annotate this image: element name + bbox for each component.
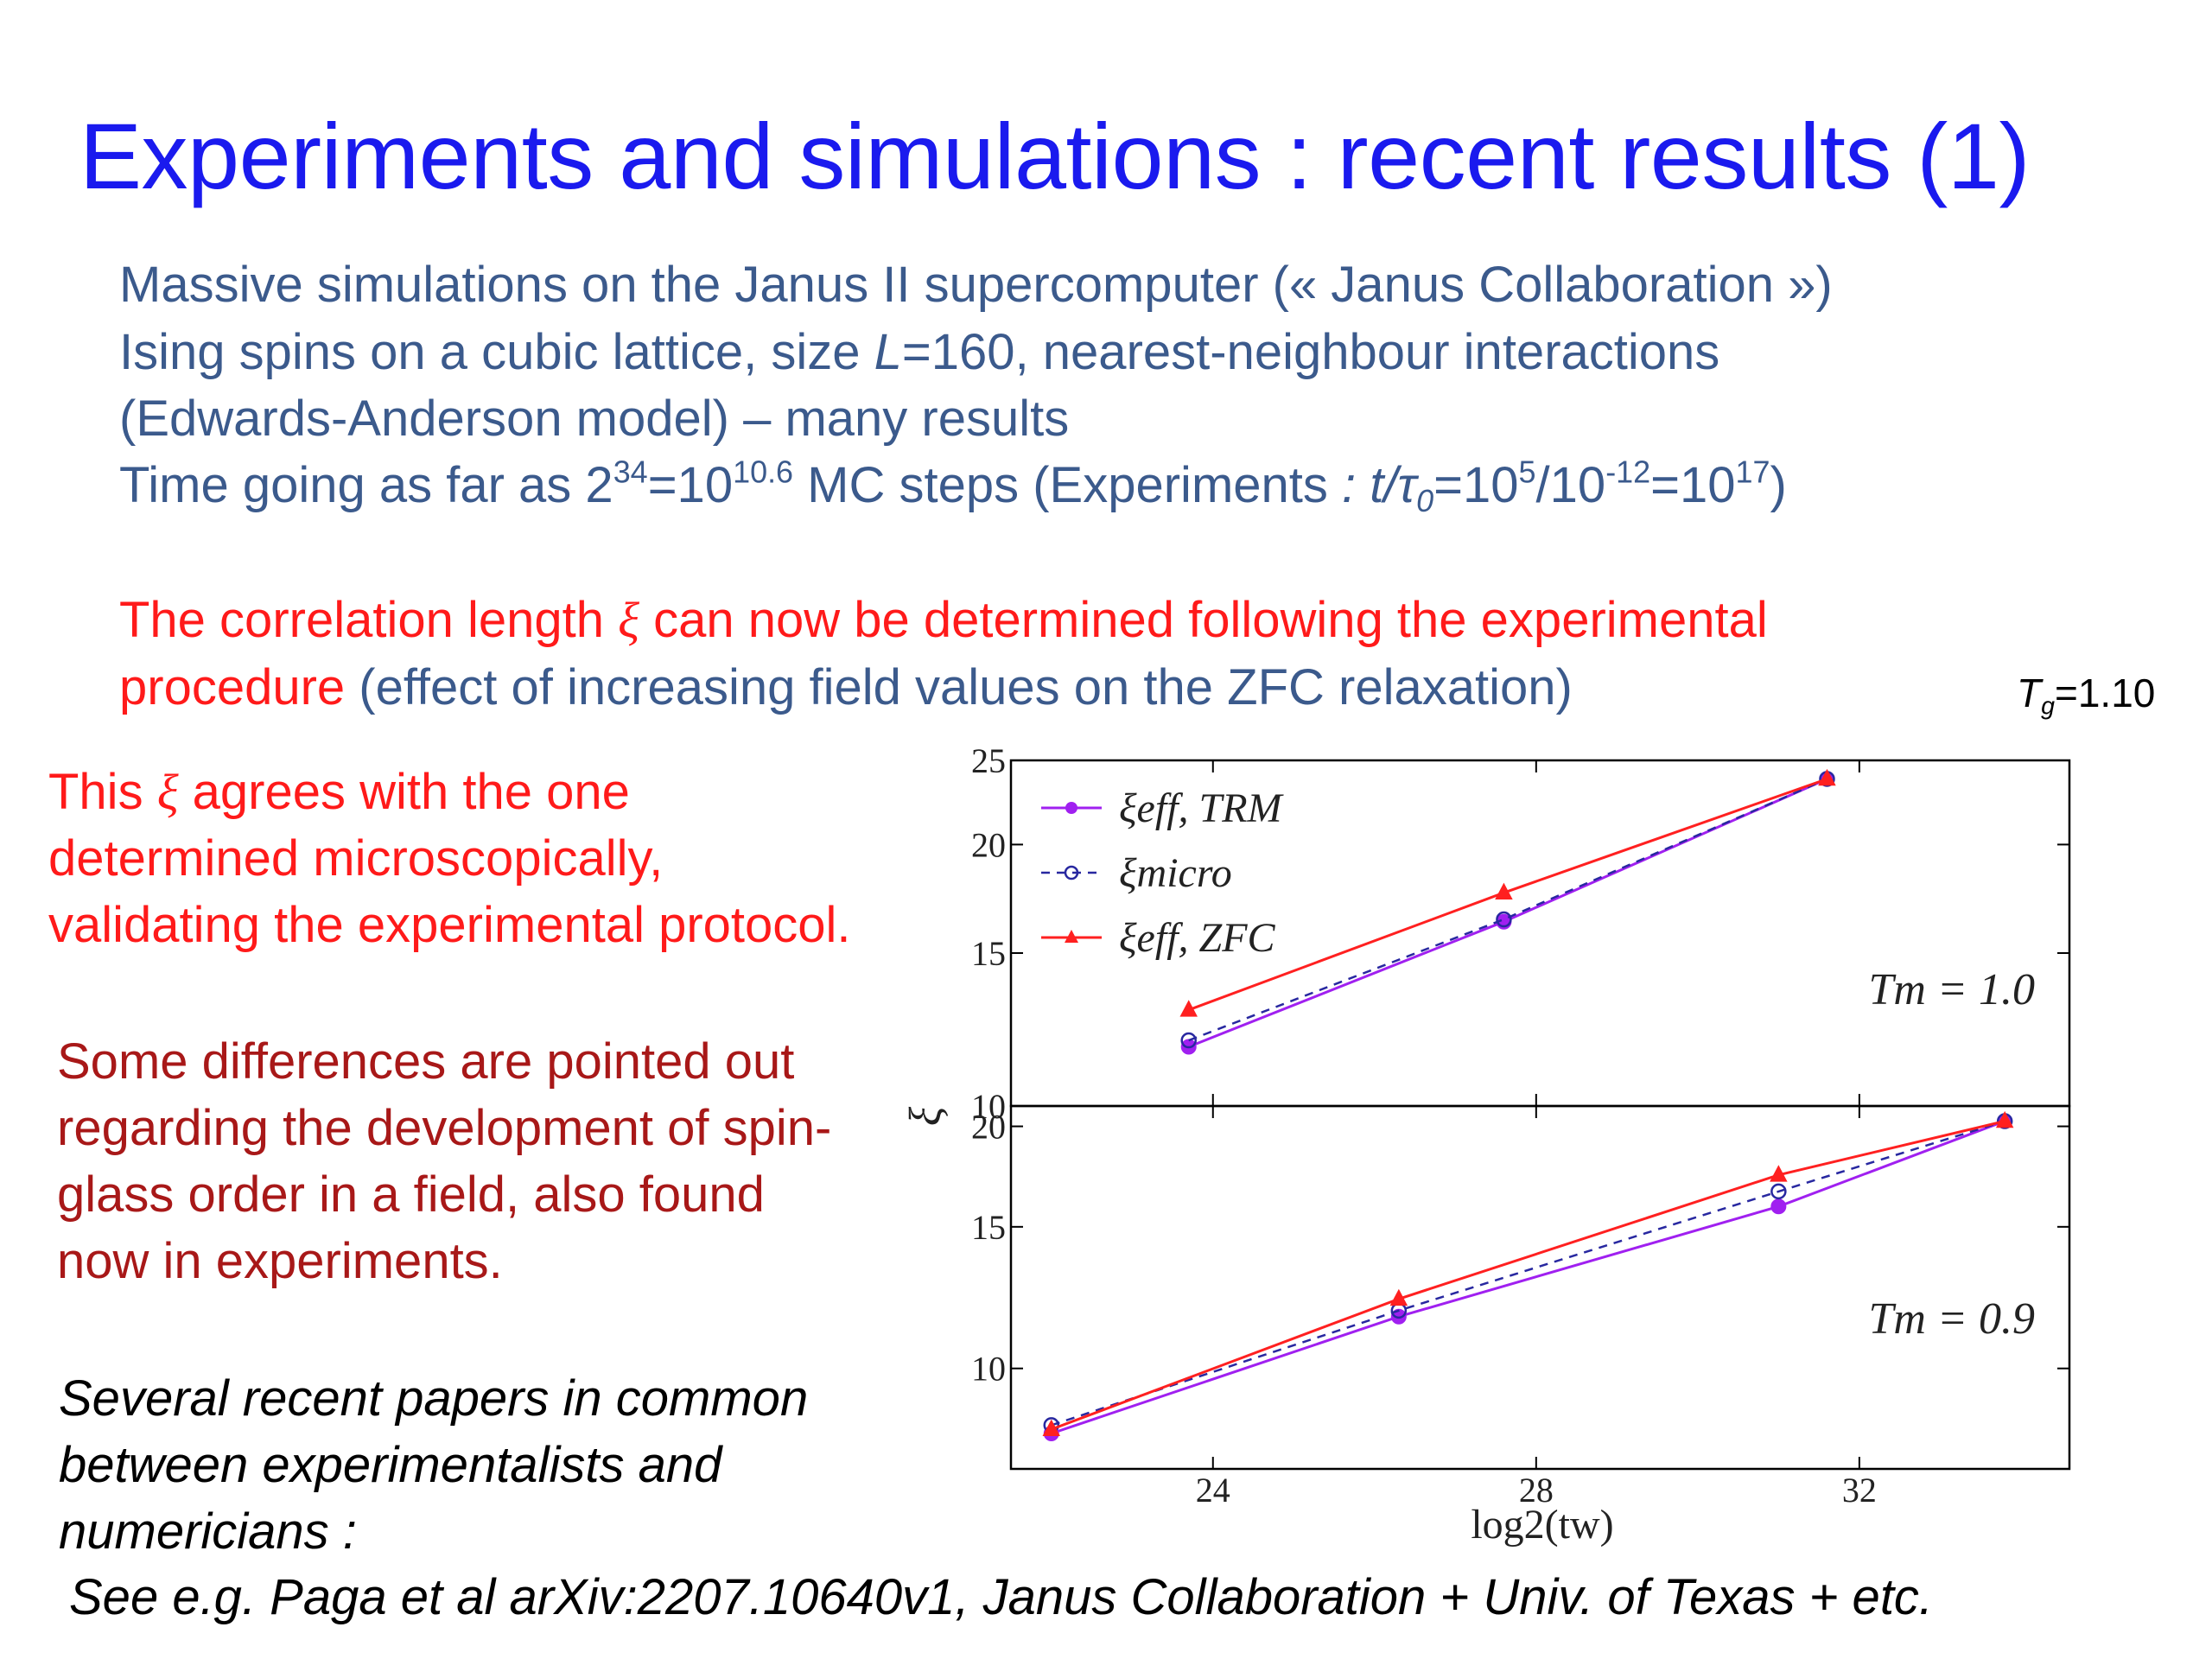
t4s5: 17 [1735, 454, 1770, 490]
correlation-line-2: procedure (effect of increasing field va… [119, 658, 1573, 716]
tg-value: =1.10 [2054, 671, 2156, 715]
corr-red-2: can now be determined following the expe… [639, 592, 1768, 648]
series-zfc-point [1818, 768, 1836, 786]
legend-micro-marker [1064, 865, 1079, 880]
papers-line-3: numericians : [59, 1503, 357, 1560]
t4d: : t/τ [1327, 457, 1417, 513]
intro-var-L: L [874, 324, 902, 380]
corr-blue-3: (effect of increasing field values on th… [345, 659, 1573, 715]
agree-line-3: validating the experimental protocol. [48, 897, 851, 953]
legend-zfc-label: ξeff, ZFC [1119, 915, 1276, 961]
series-zfc-point [1770, 1165, 1788, 1182]
papers-line-1: Several recent papers in common [59, 1370, 809, 1427]
agree-block: This ξ agrees with the one determined mi… [48, 759, 851, 958]
series-trm-point [1770, 1198, 1787, 1215]
y-tick-label: 15 [971, 934, 1006, 973]
diff-line-2: regarding the development of spin- [57, 1100, 832, 1156]
intro-line-2: Ising spins on a cubic lattice, size L=1… [119, 323, 1719, 381]
y-tick-label: 10 [971, 1350, 1006, 1389]
agree-post: agrees with the one [178, 764, 630, 820]
reference-line: See e.g. Paga et al arXiv:2207.10640v1, … [69, 1569, 1934, 1625]
y-axis-label: ξ [901, 1106, 950, 1126]
correlation-line-1: The correlation length ξ can now be dete… [119, 591, 1768, 649]
differences-block: Some differences are pointed out regardi… [57, 1028, 831, 1294]
series-zfc-point [1042, 1419, 1061, 1436]
series-micro-line [1188, 778, 1827, 1042]
t4sub: 0 [1416, 482, 1434, 518]
intro-line-4: Time going as far as 234=1010.6 MC steps… [119, 454, 1787, 516]
series-zfc-line [1051, 1120, 2005, 1431]
series-zfc-point [1995, 1110, 2014, 1128]
y-tick-label: 25 [971, 741, 1006, 780]
diff-line-3: glass order in a field, also found [57, 1166, 765, 1223]
agree-line-2: determined microscopically, [48, 830, 664, 887]
y-tick-label: 20 [971, 825, 1006, 864]
agree-pre: This [48, 764, 157, 820]
series-zfc-point [1495, 882, 1513, 899]
diff-line-4: now in experiments. [57, 1233, 503, 1289]
agree-xi: ξ [156, 764, 179, 820]
legend-trm-marker [1065, 802, 1077, 814]
legend-zfc-marker [1065, 930, 1078, 943]
tg-label: Tg=1.10 [2017, 670, 2156, 719]
corr-xi: ξ [618, 592, 639, 648]
series-zfc-point [1179, 1000, 1198, 1017]
intro-line-3: (Edwards-Anderson model) – many results [119, 391, 1070, 447]
intro-line-1: Massive simulations on the Janus II supe… [119, 257, 1833, 313]
x-tick-label: 24 [1196, 1471, 1230, 1510]
series-zfc-point [1389, 1288, 1408, 1306]
panel-2-annotation: Tm = 0.9 [1868, 1294, 2035, 1344]
series-micro-line [1051, 1120, 2005, 1427]
corr-red-3: procedure [119, 659, 346, 715]
series-micro-point [1770, 1183, 1787, 1200]
t4s4: -12 [1605, 454, 1651, 490]
x-axis-label: log2(tw) [1471, 1502, 1613, 1548]
series-trm-line [1051, 1120, 2005, 1435]
t4s3: 5 [1518, 454, 1536, 490]
series-micro-point [1496, 911, 1512, 928]
t4g: =10 [1650, 457, 1736, 513]
t4f: /10 [1535, 457, 1606, 513]
panel-2-frame [1009, 1104, 2071, 1471]
t4a: Time going as far as 2 [119, 457, 613, 513]
y-tick-label: 15 [971, 1208, 1006, 1247]
chart: 25 20 15 10 Tm = 1.0 20 15 10 Tm = 0.9 24 28 32 log2… [901, 741, 2071, 1548]
diff-line-1: Some differences are pointed out [57, 1033, 795, 1090]
corr-red-1: The correlation length [119, 592, 619, 648]
papers-line-2: between experimentalists and [59, 1437, 722, 1493]
intro-line-2-pre: Ising spins on a cubic lattice, size [119, 324, 874, 380]
x-tick-label: 32 [1842, 1471, 1877, 1510]
t4e: =10 [1433, 457, 1519, 513]
t4c: MC steps (Experiments [793, 457, 1328, 513]
legend-trm-label: ξeff, TRM [1119, 785, 1285, 831]
t4s1: 34 [613, 454, 648, 490]
tg-T: T [2017, 671, 2042, 715]
agree-line-1: This ξ agrees with the one [48, 759, 851, 825]
panel-1-annotation: Tm = 1.0 [1868, 965, 2035, 1014]
tg-sub: g [2041, 692, 2055, 721]
t4s2: 10.6 [733, 454, 794, 490]
t4b: =10 [647, 457, 734, 513]
y-tick-label: 20 [971, 1108, 1006, 1147]
x-tick-label: 28 [1519, 1471, 1554, 1510]
papers-block: Several recent papers in common between … [59, 1365, 808, 1565]
t4h: ) [1770, 457, 1787, 513]
legend-micro-label: ξmicro [1119, 850, 1232, 896]
y-tick-label: 10 [971, 1087, 1006, 1126]
series-micro-point [1180, 1032, 1197, 1049]
intro-line-2-post: =160, nearest-neighbour interactions [901, 324, 1720, 380]
slide-title: Experiments and simulations : recent res… [79, 104, 2030, 208]
